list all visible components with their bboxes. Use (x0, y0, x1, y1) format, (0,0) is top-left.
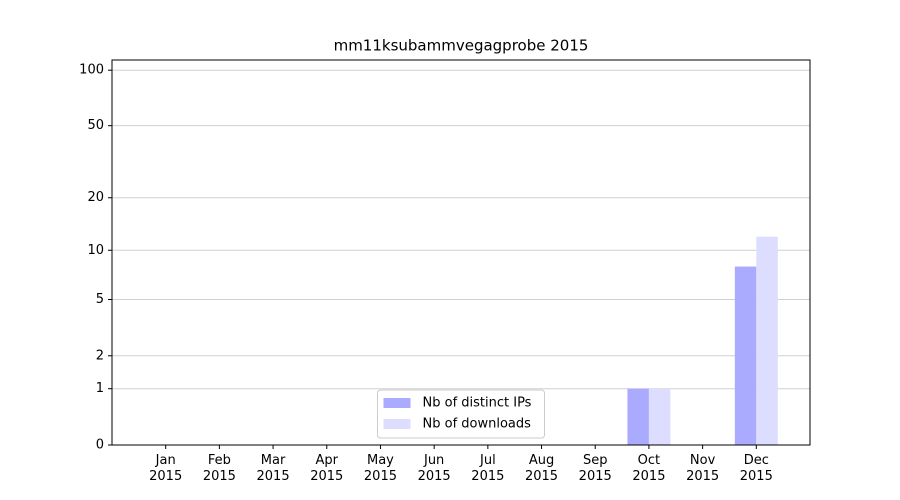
y-tick-label: 0 (96, 438, 104, 453)
legend-label: Nb of distinct IPs (423, 396, 532, 411)
bar (627, 388, 649, 445)
legend-swatch (383, 398, 411, 408)
bar (756, 236, 778, 445)
legend-swatch (383, 419, 411, 429)
x-tick-label: Apr 2015 (310, 453, 344, 484)
y-tick-label: 5 (96, 292, 104, 307)
x-tick-label: May 2015 (363, 453, 397, 484)
chart-title: mm11ksubammvegagprobe 2015 (334, 37, 589, 55)
legend-frame (377, 389, 545, 439)
x-tick-label: Sep 2015 (578, 453, 612, 484)
plot-frame (111, 59, 811, 446)
legend-label: Nb of downloads (423, 417, 532, 432)
y-tick-label: 1 (96, 381, 104, 396)
bar (734, 266, 757, 445)
x-tick-label: Aug 2015 (524, 453, 559, 484)
y-tick-label: 2 (96, 348, 104, 363)
y-tick-label: 50 (87, 118, 104, 133)
x-tick-label: Jun 2015 (417, 453, 451, 484)
bar (648, 388, 671, 445)
legend: Nb of distinct IPs Nb of downloads (377, 389, 545, 439)
x-tick-label: Jul 2015 (471, 453, 505, 484)
x-tick-label: Mar 2015 (256, 453, 290, 484)
x-tick-label: Dec 2015 (739, 453, 773, 484)
x-tick-label: Jan 2015 (149, 453, 183, 484)
y-tick-label: 20 (87, 190, 104, 205)
y-tick-label: 10 (87, 243, 104, 258)
x-tick-label: Oct 2015 (632, 453, 666, 484)
y-tick-label: 100 (79, 63, 104, 78)
x-tick-label: Nov 2015 (686, 453, 720, 484)
x-tick-label: Feb 2015 (202, 453, 236, 484)
